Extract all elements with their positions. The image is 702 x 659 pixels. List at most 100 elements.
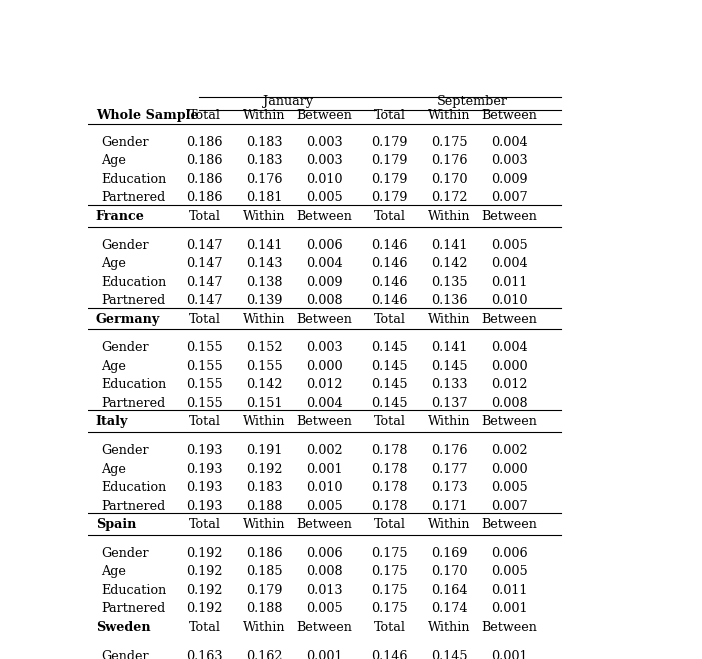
Text: 0.011: 0.011 <box>491 584 528 597</box>
Text: Between: Between <box>296 415 352 428</box>
Text: Between: Between <box>482 109 537 122</box>
Text: 0.142: 0.142 <box>431 257 468 270</box>
Text: Within: Within <box>428 415 471 428</box>
Text: 0.193: 0.193 <box>187 463 223 476</box>
Text: 0.172: 0.172 <box>431 191 468 204</box>
Text: 0.146: 0.146 <box>371 275 408 289</box>
Text: 0.192: 0.192 <box>187 547 223 560</box>
Text: 0.145: 0.145 <box>371 341 408 355</box>
Text: Within: Within <box>428 518 471 531</box>
Text: 0.193: 0.193 <box>187 444 223 457</box>
Text: 0.175: 0.175 <box>431 136 468 149</box>
Text: 0.133: 0.133 <box>431 378 468 391</box>
Text: 0.135: 0.135 <box>431 275 468 289</box>
Text: 0.145: 0.145 <box>431 360 468 373</box>
Text: 0.192: 0.192 <box>187 602 223 616</box>
Text: 0.186: 0.186 <box>187 191 223 204</box>
Text: 0.005: 0.005 <box>491 481 528 494</box>
Text: 0.178: 0.178 <box>371 463 408 476</box>
Text: Age: Age <box>101 257 126 270</box>
Text: 0.146: 0.146 <box>371 650 408 659</box>
Text: Age: Age <box>101 360 126 373</box>
Text: 0.191: 0.191 <box>246 444 283 457</box>
Text: Gender: Gender <box>101 239 149 252</box>
Text: 0.142: 0.142 <box>246 378 283 391</box>
Text: 0.010: 0.010 <box>491 294 528 307</box>
Text: 0.002: 0.002 <box>306 444 343 457</box>
Text: Total: Total <box>189 415 220 428</box>
Text: 0.004: 0.004 <box>491 341 528 355</box>
Text: 0.005: 0.005 <box>306 500 343 513</box>
Text: Within: Within <box>428 621 471 634</box>
Text: 0.001: 0.001 <box>306 650 343 659</box>
Text: 0.141: 0.141 <box>246 239 283 252</box>
Text: 0.188: 0.188 <box>246 602 283 616</box>
Text: 0.000: 0.000 <box>306 360 343 373</box>
Text: 0.181: 0.181 <box>246 191 283 204</box>
Text: 0.012: 0.012 <box>306 378 343 391</box>
Text: 0.136: 0.136 <box>431 294 468 307</box>
Text: Within: Within <box>244 621 286 634</box>
Text: 0.192: 0.192 <box>246 463 283 476</box>
Text: Between: Between <box>296 312 352 326</box>
Text: 0.145: 0.145 <box>371 378 408 391</box>
Text: Between: Between <box>482 312 537 326</box>
Text: 0.175: 0.175 <box>371 547 408 560</box>
Text: 0.193: 0.193 <box>187 500 223 513</box>
Text: Total: Total <box>189 621 220 634</box>
Text: 0.163: 0.163 <box>187 650 223 659</box>
Text: Education: Education <box>101 173 166 186</box>
Text: 0.006: 0.006 <box>306 547 343 560</box>
Text: 0.155: 0.155 <box>246 360 283 373</box>
Text: 0.155: 0.155 <box>186 360 223 373</box>
Text: 0.155: 0.155 <box>186 397 223 410</box>
Text: 0.000: 0.000 <box>491 360 528 373</box>
Text: Between: Between <box>482 210 537 223</box>
Text: 0.001: 0.001 <box>306 463 343 476</box>
Text: 0.010: 0.010 <box>306 481 343 494</box>
Text: Within: Within <box>244 312 286 326</box>
Text: Between: Between <box>482 518 537 531</box>
Text: 0.179: 0.179 <box>246 584 283 597</box>
Text: 0.009: 0.009 <box>491 173 528 186</box>
Text: Between: Between <box>482 415 537 428</box>
Text: Gender: Gender <box>101 650 149 659</box>
Text: 0.179: 0.179 <box>371 173 408 186</box>
Text: 0.137: 0.137 <box>431 397 468 410</box>
Text: Total: Total <box>373 312 406 326</box>
Text: 0.185: 0.185 <box>246 565 283 579</box>
Text: 0.186: 0.186 <box>187 173 223 186</box>
Text: 0.143: 0.143 <box>246 257 283 270</box>
Text: 0.009: 0.009 <box>306 275 343 289</box>
Text: Gender: Gender <box>101 547 149 560</box>
Text: 0.008: 0.008 <box>306 294 343 307</box>
Text: 0.003: 0.003 <box>491 154 528 167</box>
Text: 0.186: 0.186 <box>187 136 223 149</box>
Text: 0.003: 0.003 <box>306 154 343 167</box>
Text: Education: Education <box>101 481 166 494</box>
Text: 0.186: 0.186 <box>246 547 283 560</box>
Text: 0.003: 0.003 <box>306 341 343 355</box>
Text: 0.005: 0.005 <box>306 602 343 616</box>
Text: 0.176: 0.176 <box>431 444 468 457</box>
Text: Partnered: Partnered <box>101 500 166 513</box>
Text: Age: Age <box>101 565 126 579</box>
Text: Education: Education <box>101 378 166 391</box>
Text: 0.146: 0.146 <box>371 257 408 270</box>
Text: Within: Within <box>244 518 286 531</box>
Text: Between: Between <box>482 621 537 634</box>
Text: 0.001: 0.001 <box>491 602 528 616</box>
Text: Education: Education <box>101 275 166 289</box>
Text: Gender: Gender <box>101 136 149 149</box>
Text: Total: Total <box>189 518 220 531</box>
Text: 0.005: 0.005 <box>491 239 528 252</box>
Text: 0.000: 0.000 <box>491 463 528 476</box>
Text: 0.147: 0.147 <box>187 294 223 307</box>
Text: 0.192: 0.192 <box>187 565 223 579</box>
Text: Total: Total <box>373 518 406 531</box>
Text: Total: Total <box>373 109 406 122</box>
Text: 0.147: 0.147 <box>187 275 223 289</box>
Text: 0.152: 0.152 <box>246 341 283 355</box>
Text: 0.173: 0.173 <box>431 481 468 494</box>
Text: 0.178: 0.178 <box>371 500 408 513</box>
